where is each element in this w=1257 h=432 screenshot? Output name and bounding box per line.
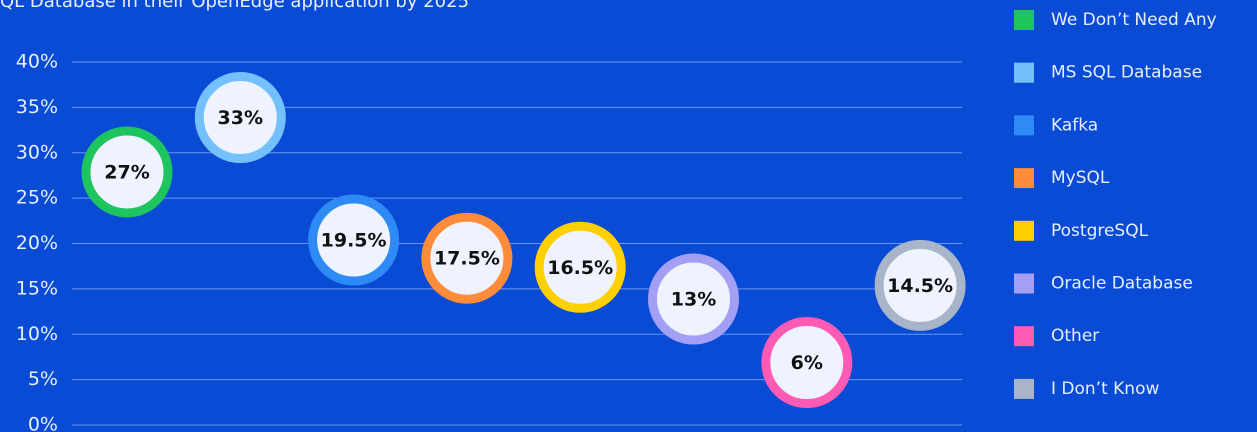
y-tick-label: 35% [16, 96, 58, 118]
y-tick-label: 20% [16, 232, 58, 254]
legend-swatch [1014, 62, 1034, 83]
legend-swatch [1014, 326, 1034, 347]
legend-swatch [1014, 220, 1034, 241]
legend-label: PostgreSQL [1051, 221, 1149, 241]
data-label: 6% [791, 352, 823, 374]
marker [874, 239, 966, 331]
data-label: 17.5% [434, 248, 500, 270]
data-label: 14.5% [887, 275, 953, 297]
y-tick-label: 30% [16, 141, 58, 163]
y-tick-label: 10% [16, 323, 58, 345]
legend-label: MySQL [1051, 168, 1110, 188]
marker [421, 212, 513, 304]
legend-label: Oracle Database [1051, 274, 1193, 294]
legend-label: I Don’t Know [1051, 379, 1159, 399]
data-label: 16.5% [547, 257, 613, 279]
marker [81, 126, 173, 218]
legend-label: Other [1051, 326, 1099, 346]
legend-swatch [1014, 10, 1034, 30]
legend-swatch [1014, 168, 1034, 189]
y-tick-label: 5% [28, 368, 58, 390]
y-tick-label: 25% [16, 187, 58, 209]
marker [534, 221, 626, 313]
chart-title: QL Database in their OpenEdge applicatio… [0, 0, 469, 12]
y-tick-label: 15% [16, 277, 58, 299]
marker [761, 317, 853, 409]
legend-swatch [1014, 115, 1034, 136]
data-label: 19.5% [321, 230, 387, 252]
legend-swatch [1014, 273, 1034, 294]
legend-swatch [1014, 378, 1034, 399]
data-label: 33% [218, 107, 263, 129]
y-tick-label: 40% [16, 51, 58, 73]
y-tick-label: 0% [28, 414, 58, 432]
marker [194, 72, 286, 164]
data-label: 13% [671, 289, 716, 311]
legend-label: Kafka [1051, 115, 1098, 135]
data-label: 27% [104, 161, 149, 183]
marker [648, 253, 739, 345]
marker [308, 194, 400, 286]
legend-label: We Don’t Need Any [1051, 10, 1217, 30]
legend-label: MS SQL Database [1051, 63, 1202, 83]
